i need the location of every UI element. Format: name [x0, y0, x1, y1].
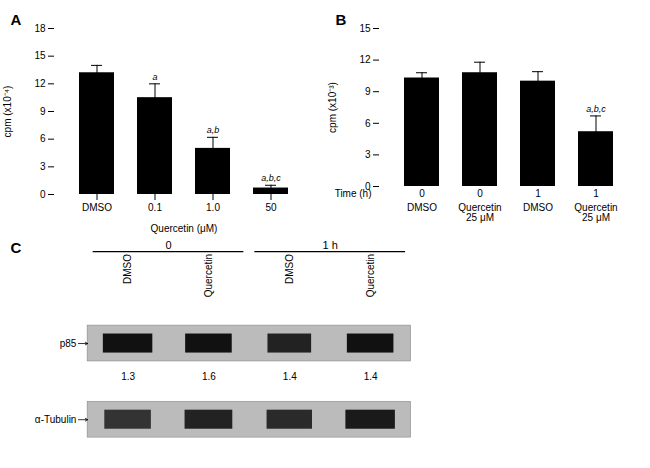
svg-text:0: 0: [165, 239, 171, 251]
svg-text:6: 6: [365, 118, 371, 129]
svg-text:1.3: 1.3: [121, 371, 135, 382]
svg-text:1.4: 1.4: [364, 371, 378, 382]
svg-text:0: 0: [364, 180, 371, 192]
svg-text:Quercetin (μM): Quercetin (μM): [151, 223, 218, 234]
svg-text:3: 3: [365, 149, 371, 160]
svg-text:DMSO: DMSO: [407, 202, 437, 213]
svg-text:1 h: 1 h: [323, 239, 338, 251]
svg-text:3: 3: [40, 161, 46, 172]
svg-text:9: 9: [40, 106, 46, 117]
svg-text:C: C: [11, 239, 22, 256]
svg-text:B: B: [336, 11, 347, 28]
svg-text:Quercetin: Quercetin: [365, 254, 376, 297]
svg-text:1.6: 1.6: [202, 371, 216, 382]
svg-text:15: 15: [34, 50, 46, 61]
svg-text:Quercetin: Quercetin: [203, 254, 214, 297]
svg-text:cpm (x10⁻³): cpm (x10⁻³): [327, 82, 338, 133]
svg-text:15: 15: [359, 23, 371, 34]
svg-text:DMSO: DMSO: [122, 254, 133, 284]
svg-text:1: 1: [593, 188, 599, 199]
svg-text:DMSO: DMSO: [82, 202, 112, 213]
svg-text:1.0: 1.0: [206, 202, 220, 213]
svg-text:1: 1: [535, 188, 541, 199]
svg-text:Time (h): Time (h): [335, 188, 372, 199]
svg-text:a,b,c: a,b,c: [586, 104, 606, 114]
svg-text:DMSO: DMSO: [284, 254, 295, 284]
svg-text:18: 18: [34, 23, 46, 34]
svg-text:12: 12: [359, 54, 371, 65]
svg-text:a,b: a,b: [207, 125, 220, 135]
svg-text:α-Tubulin: α-Tubulin: [35, 414, 77, 425]
svg-text:A: A: [11, 11, 22, 28]
svg-text:0.1: 0.1: [148, 202, 162, 213]
svg-text:a,b,c: a,b,c: [261, 173, 281, 183]
svg-text:12: 12: [34, 78, 46, 89]
svg-text:6: 6: [40, 133, 46, 144]
svg-text:9: 9: [365, 86, 371, 97]
svg-text:Quercetin25 μM: Quercetin25 μM: [574, 202, 617, 223]
svg-text:1.4: 1.4: [283, 371, 297, 382]
svg-text:DMSO: DMSO: [523, 202, 553, 213]
svg-text:Quercetin25 μM: Quercetin25 μM: [458, 202, 501, 223]
svg-text:50: 50: [265, 202, 277, 213]
svg-text:0: 0: [477, 188, 483, 199]
svg-text:0: 0: [40, 189, 46, 200]
svg-text:a: a: [152, 72, 157, 82]
svg-text:0: 0: [419, 188, 425, 199]
svg-text:p85: p85: [60, 338, 77, 349]
svg-text:cpm (x10⁻⁴): cpm (x10⁻⁴): [2, 86, 13, 138]
